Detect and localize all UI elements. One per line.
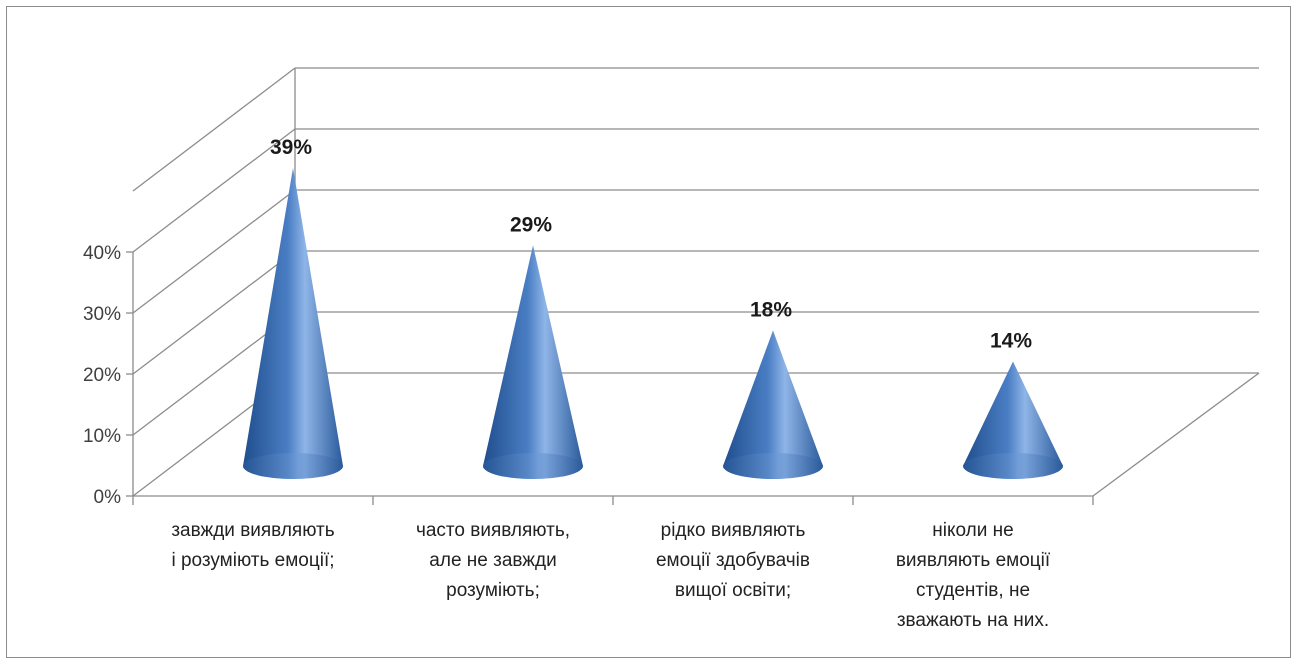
cone-base: [723, 453, 823, 479]
cone-2: [483, 245, 583, 479]
y-tick-label: 10%: [83, 426, 121, 447]
category-label-line: але не завжди: [429, 550, 556, 571]
category-label-line: рідко виявляють: [661, 520, 806, 541]
gridline-side: [132, 189, 296, 314]
category-label-line: часто виявляють,: [416, 520, 570, 541]
gridline-side: [132, 128, 296, 253]
gridline-side: [132, 250, 296, 375]
category-label-line: і розуміють емоції;: [171, 550, 334, 571]
category-labels: завжди виявляють і розуміють емоції; часто…: [171, 520, 1051, 631]
data-labels: 39% 29% 18% 14%: [270, 136, 1032, 353]
floor-edge-right: [1092, 372, 1260, 497]
y-tick-label: 0%: [94, 487, 122, 508]
y-tick-label: 30%: [83, 304, 121, 325]
cone-3: [723, 330, 823, 479]
y-tick-label: 20%: [83, 365, 121, 386]
data-label: 18%: [750, 299, 792, 322]
y-tick-label: 40%: [83, 243, 121, 264]
category-label-line: студентів, не: [916, 580, 1030, 601]
cone-body: [243, 167, 343, 479]
cone-4: [963, 361, 1063, 479]
data-label: 29%: [510, 213, 552, 236]
cone-body: [963, 361, 1063, 479]
category-label-line: ніколи не: [932, 520, 1013, 541]
y-tick-labels: 0% 10% 20% 30% 40%: [83, 243, 121, 508]
data-label: 14%: [990, 330, 1032, 353]
cone-body: [723, 330, 823, 479]
category-label-line: розуміють;: [446, 580, 540, 601]
category-label-line: зважають на них.: [897, 610, 1049, 631]
chart-frame: [6, 6, 1291, 658]
cone-base: [243, 453, 343, 479]
cone-body: [483, 245, 583, 479]
cone-1: [243, 167, 343, 479]
category-label-line: завжди виявляють: [171, 520, 334, 541]
category-label: часто виявляють, але не завжди розуміють;: [416, 520, 570, 601]
category-label: ніколи не виявляють емоції студентів, не зв…: [896, 520, 1051, 631]
category-label-line: виявляють емоції: [896, 550, 1051, 571]
data-label: 39%: [270, 136, 312, 159]
category-label-line: емоції здобувачів: [656, 550, 810, 571]
category-label: завжди виявляють і розуміють емоції;: [171, 520, 334, 571]
category-label: рідко виявляють емоції здобувачів вищої ос…: [656, 520, 810, 601]
cone-base: [963, 453, 1063, 479]
cones: [243, 167, 1063, 479]
gridline-side: [132, 67, 296, 192]
category-label-line: вищої освіти;: [675, 580, 791, 601]
cone-base: [483, 453, 583, 479]
